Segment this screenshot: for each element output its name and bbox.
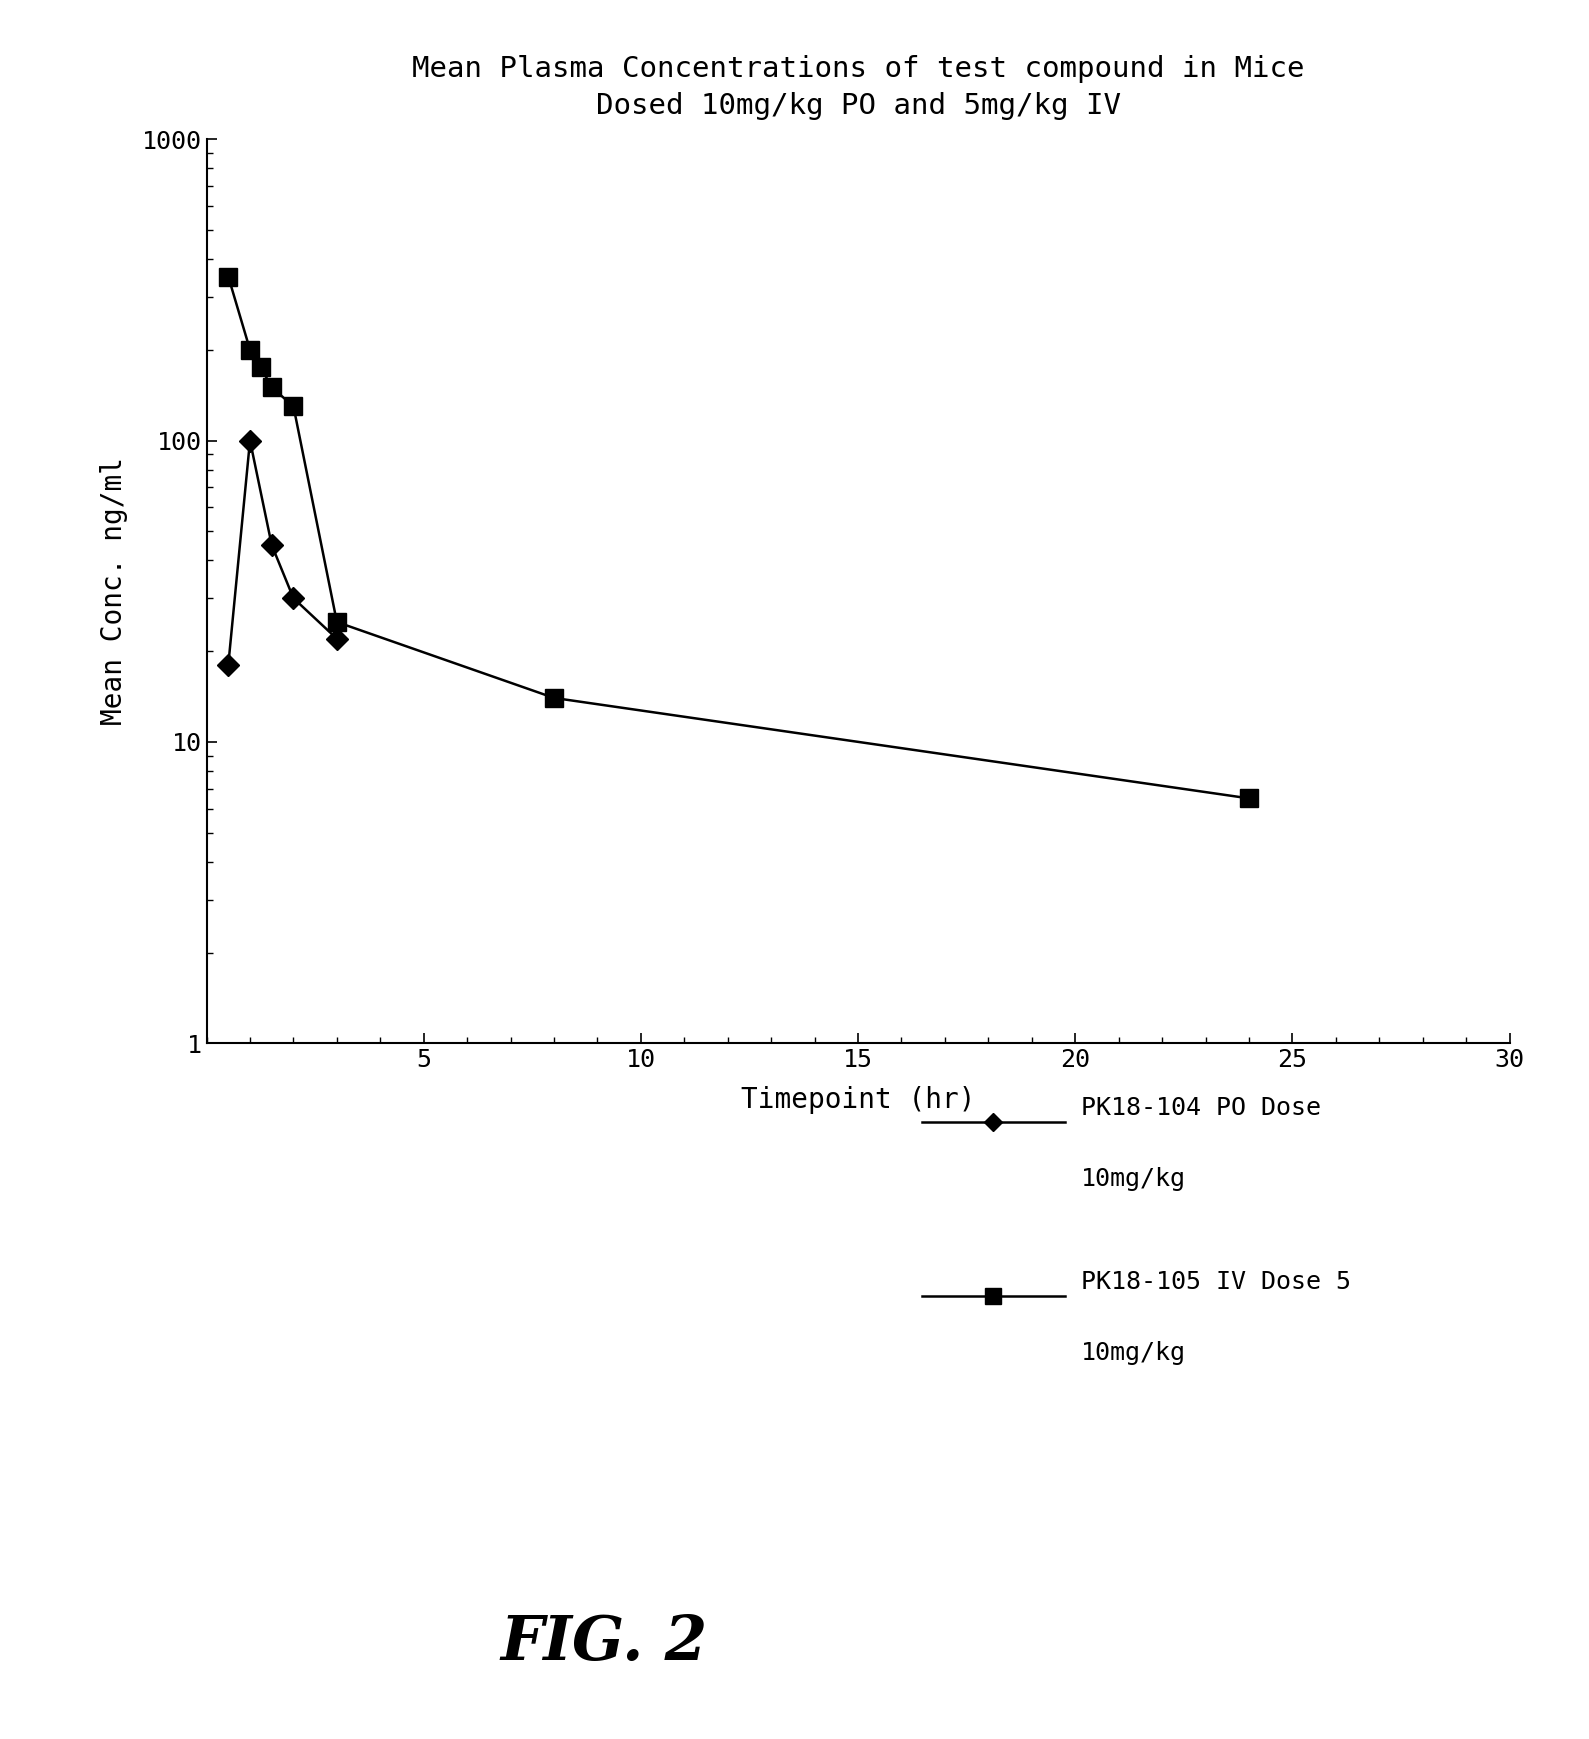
Title: Mean Plasma Concentrations of test compound in Mice
Dosed 10mg/kg PO and 5mg/kg : Mean Plasma Concentrations of test compo… <box>412 56 1305 120</box>
Text: PK18-104 PO Dose: PK18-104 PO Dose <box>1081 1096 1320 1120</box>
X-axis label: Timepoint (hr): Timepoint (hr) <box>740 1087 976 1115</box>
Text: FIG. 2: FIG. 2 <box>501 1614 707 1673</box>
Text: 10mg/kg: 10mg/kg <box>1081 1167 1185 1191</box>
Text: PK18-105 IV Dose 5: PK18-105 IV Dose 5 <box>1081 1269 1351 1294</box>
Y-axis label: Mean Conc. ng/ml: Mean Conc. ng/ml <box>100 457 127 725</box>
Text: 10mg/kg: 10mg/kg <box>1081 1341 1185 1365</box>
